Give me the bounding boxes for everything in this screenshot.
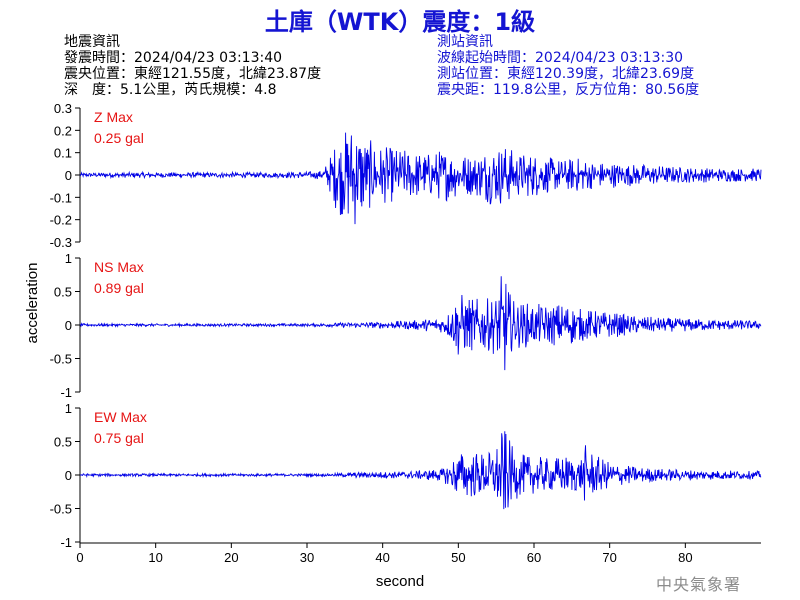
x-tick-label: 10 [148, 550, 162, 565]
x-tick-label: 30 [300, 550, 314, 565]
trace-ew [80, 431, 762, 510]
y-tick-label-z: 0.1 [54, 146, 72, 161]
agency-logo-text: 中央氣象署 [656, 575, 742, 594]
max-value-z: 0.25 gal [94, 130, 144, 146]
page-title: 土庫（WTK）震度：1級 [264, 8, 536, 36]
epicenter-location: 震央位置：東經121.55度，北緯23.87度 [64, 66, 322, 82]
y-tick-label-ew: 0 [65, 468, 72, 483]
y-tick-label-ns: -1 [60, 385, 72, 400]
y-tick-label-z: 0 [65, 168, 72, 183]
y-tick-label-ns: -0.5 [50, 352, 72, 367]
max-label-z: Z Max [94, 109, 133, 125]
x-tick-label: 50 [451, 550, 465, 565]
quake-info-heading: 地震資訊 [64, 34, 120, 50]
x-axis-label: second [376, 573, 424, 590]
distance-azimuth: 震央距：119.8公里，反方位角：80.56度 [437, 82, 700, 98]
quake-info-block: 地震資訊 發震時間：2024/04/23 03:13:40 震央位置：東經121.5… [64, 34, 321, 98]
x-tick-label: 70 [602, 550, 616, 565]
station-info-block: 測站資訊 波線起始時間：2024/04/23 03:13:30 測站位置：東經120… [437, 34, 699, 98]
max-value-ns: 0.89 gal [94, 280, 144, 296]
y-tick-label-ew: 1 [65, 401, 72, 416]
y-tick-label-z: -0.2 [50, 213, 72, 228]
x-tick-label: 20 [224, 550, 238, 565]
y-tick-label-ew: -1 [60, 535, 72, 550]
trace-z [79, 132, 762, 225]
station-location: 測站位置：東經120.39度，北緯23.69度 [437, 66, 695, 82]
depth-magnitude: 深 度：5.1公里，芮氏規模：4.8 [64, 82, 277, 98]
y-tick-label-z: -0.3 [50, 235, 72, 250]
y-tick-label-ns: 0.5 [54, 285, 72, 300]
y-tick-label-z: -0.1 [50, 190, 72, 205]
origin-time: 發震時間：2024/04/23 03:13:40 [64, 50, 283, 66]
x-tick-label: 60 [527, 550, 541, 565]
y-tick-label-ns: 0 [65, 318, 72, 333]
max-label-ew: EW Max [94, 409, 147, 425]
x-tick-label: 0 [76, 550, 83, 565]
x-tick-label: 40 [375, 550, 389, 565]
y-tick-label-ew: 0.5 [54, 435, 72, 450]
max-label-ns: NS Max [94, 259, 144, 275]
max-value-ew: 0.75 gal [94, 430, 144, 446]
station-info-heading: 測站資訊 [437, 34, 493, 50]
trace-ns [79, 276, 762, 371]
wave-start-time: 波線起始時間：2024/04/23 03:13:30 [437, 50, 684, 66]
y-tick-label-z: 0.2 [54, 123, 72, 138]
y-tick-label-z: 0.3 [54, 101, 72, 116]
y-tick-label-ew: -0.5 [50, 502, 72, 517]
y-axis-label: acceleration [24, 263, 41, 344]
x-tick-label: 80 [678, 550, 692, 565]
y-tick-label-ns: 1 [65, 251, 72, 266]
